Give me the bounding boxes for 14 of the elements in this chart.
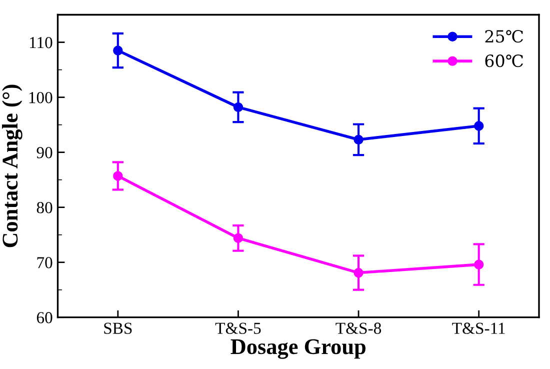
y-axis-title: Contact Angle (°) bbox=[2, 84, 22, 248]
x-axis-title: Dosage Group bbox=[230, 339, 366, 359]
y-tick-label: 100 bbox=[29, 92, 52, 104]
legend-label: 60℃ bbox=[485, 54, 524, 68]
legend-label: 25℃ bbox=[485, 30, 524, 43]
x-tick-label: T&S-11 bbox=[452, 322, 505, 334]
x-tick-label: T&S-8 bbox=[336, 322, 382, 334]
y-tick-label: 70 bbox=[37, 257, 52, 268]
y-tick-label: 110 bbox=[30, 36, 52, 48]
y-tick-label: 90 bbox=[36, 146, 52, 158]
x-tick-label: SBS bbox=[104, 322, 132, 334]
y-tick-label: 60 bbox=[36, 312, 52, 324]
y-tick-label: 80 bbox=[36, 202, 52, 214]
x-tick-label: T&S-5 bbox=[215, 322, 261, 334]
